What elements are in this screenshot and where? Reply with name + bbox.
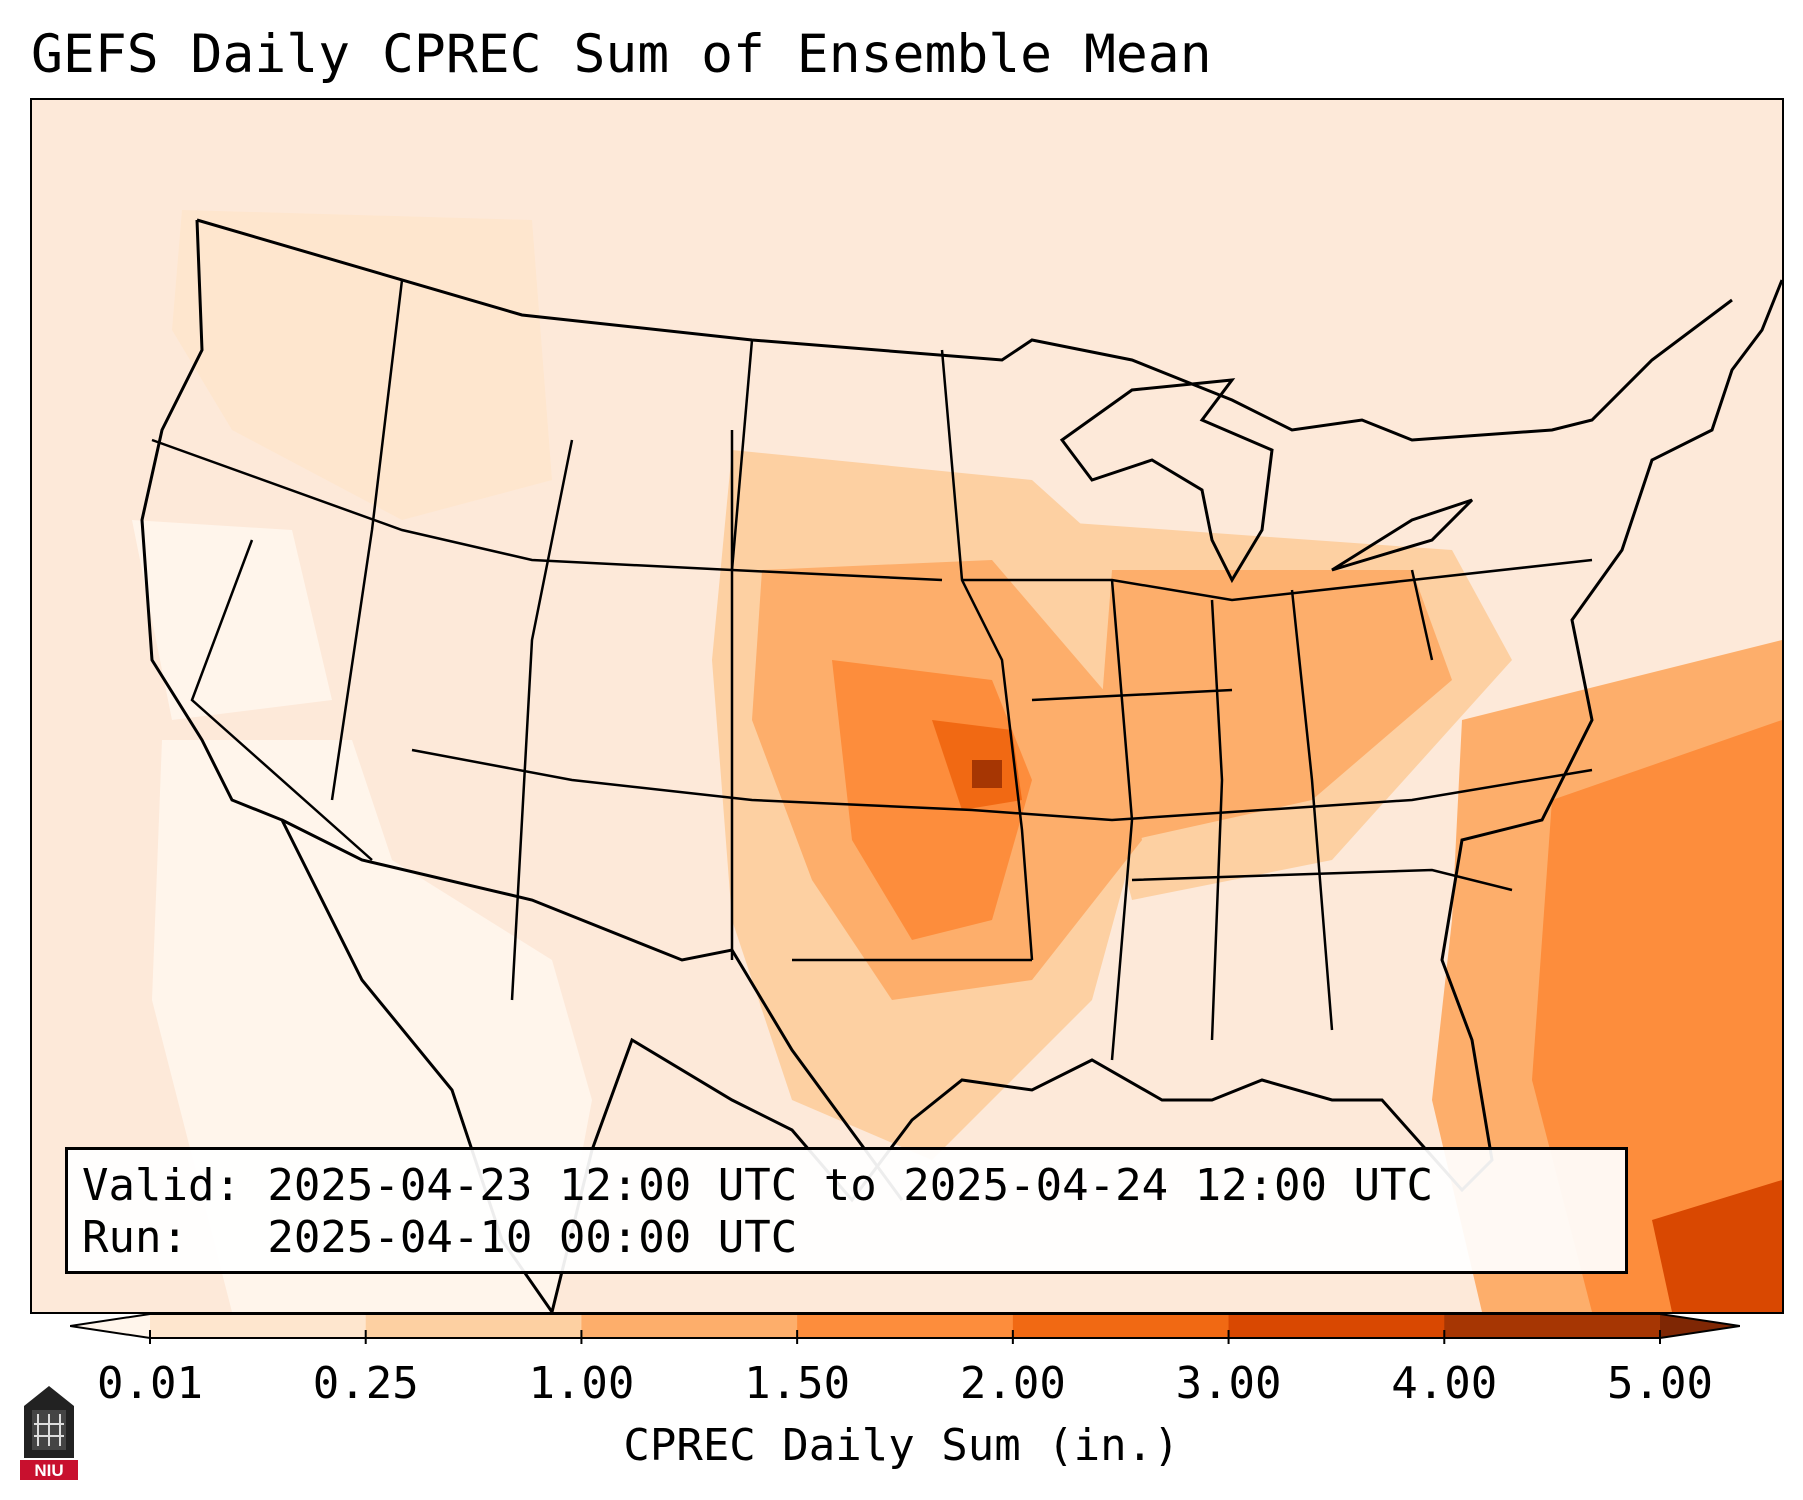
rain-max-cell (972, 760, 1002, 788)
colorbar-segment (365, 1314, 582, 1338)
mexico-border (281, 818, 904, 1201)
colorbar-tick-label: 4.00 (1391, 1358, 1498, 1409)
colorbar-tick-label: 1.50 (744, 1358, 851, 1409)
colorbar-segment (797, 1314, 1014, 1338)
colorbar-tick-label: 5.00 (1607, 1358, 1713, 1409)
colorbar-tick-label: 2.00 (959, 1358, 1066, 1409)
dry-region-northwest (132, 520, 332, 720)
run-time-text: Run: 2025-04-10 00:00 UTC (82, 1212, 798, 1263)
colorbar-segment (581, 1314, 798, 1338)
state-lines (151, 279, 1593, 1061)
rain-band-northwest (172, 210, 552, 520)
colorbar-tick-label: 1.00 (528, 1358, 635, 1409)
colorbar-label: CPREC Daily Sum (in.) (623, 1420, 1180, 1471)
colorbar-extend-high (1660, 1314, 1740, 1338)
precipitation-map[interactable] (30, 98, 1784, 1314)
colorbar-segment (1012, 1314, 1230, 1338)
rain-core-ohio-valley (1102, 570, 1452, 840)
valid-time-text: Valid: 2025-04-23 12:00 UTC to 2025-04-2… (82, 1160, 1434, 1211)
colorbar-tick-label: 0.01 (97, 1358, 203, 1409)
colorbar-segment (1228, 1314, 1445, 1338)
colorbar-segment (150, 1314, 367, 1338)
colorbar-segment (1444, 1314, 1661, 1338)
colorbar-tick-label: 3.00 (1175, 1358, 1282, 1409)
canada-border (196, 218, 1733, 442)
rain-peak-caribbean (1652, 1180, 1782, 1312)
niu-logo-text: NIU (34, 1461, 63, 1480)
map-canvas (32, 100, 1782, 1312)
valid-time-box: Valid: 2025-04-23 12:00 UTC to 2025-04-2… (65, 1147, 1628, 1274)
colorbar-tick-label: 0.25 (312, 1358, 419, 1409)
colorbar (70, 1313, 1740, 1339)
map-title: GEFS Daily CPREC Sum of Ensemble Mean (31, 24, 1212, 85)
colorbar-extend-low (70, 1314, 150, 1338)
niu-logo-icon[interactable]: NIU (20, 1380, 78, 1480)
great-lakes (1059, 378, 1474, 584)
colorbar-ticks (149, 1330, 1661, 1344)
